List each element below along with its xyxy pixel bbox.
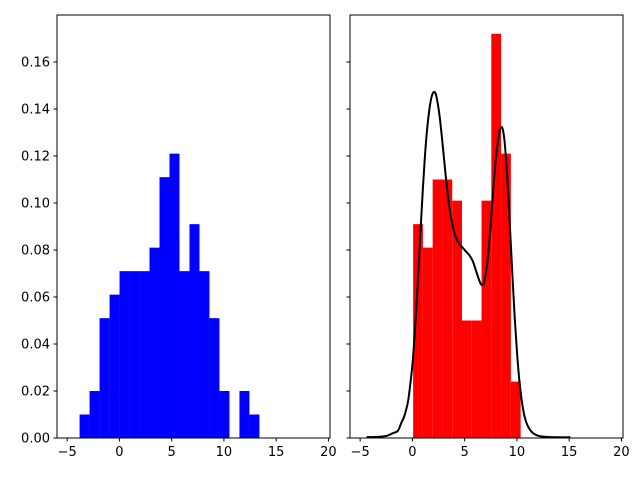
histogram-bar xyxy=(249,414,260,438)
y-tick-label: 0.02 xyxy=(21,385,50,400)
histogram-bar xyxy=(239,391,250,438)
histogram-bar xyxy=(169,153,180,438)
histogram-bar xyxy=(109,294,120,438)
histogram-bar xyxy=(413,224,423,438)
histogram-bar xyxy=(149,247,160,438)
x-tick-label: 10 xyxy=(509,445,526,460)
y-tick-label: 0.10 xyxy=(21,197,50,212)
histogram-bar xyxy=(89,391,100,438)
y-tick-label: 0.06 xyxy=(21,291,50,306)
histogram-bar xyxy=(461,320,472,438)
y-tick-label: 0.04 xyxy=(21,338,50,353)
histogram-bar xyxy=(422,247,433,438)
histogram-bar xyxy=(471,320,482,438)
x-tick-label: 20 xyxy=(320,445,337,460)
y-tick-label: 0.08 xyxy=(21,244,50,259)
x-tick-label: 0 xyxy=(115,445,123,460)
histogram-bar xyxy=(442,179,453,438)
left-axes: −5 0 5 10 15 20 0.00 0.02 0.04 0.06 0.08 0.10 0.12 0.… xyxy=(21,14,337,460)
x-tick-label: −5 xyxy=(58,445,77,460)
histogram-bar xyxy=(119,271,130,438)
histogram-bar xyxy=(452,200,462,438)
axes-spines xyxy=(56,14,331,439)
x-tick-label: 15 xyxy=(561,445,578,460)
histogram-bar xyxy=(219,391,230,438)
histogram-bar xyxy=(129,271,140,438)
red-density-histogram xyxy=(413,33,521,439)
y-tick-label: 0.16 xyxy=(21,56,50,71)
x-tick-label: 10 xyxy=(216,445,233,460)
histogram-bar xyxy=(199,271,210,438)
x-tick-label: −5 xyxy=(351,445,370,460)
x-tick-label: 5 xyxy=(461,445,469,460)
blue-density-histogram xyxy=(79,153,260,438)
histogram-bar xyxy=(432,179,443,438)
kde-curve xyxy=(366,90,571,439)
x-tick-label: 15 xyxy=(268,445,285,460)
histogram-bar xyxy=(491,33,502,439)
histogram-bar xyxy=(501,153,511,438)
histogram-bar xyxy=(99,318,110,438)
right-axes: −5 0 5 10 15 20 xyxy=(346,14,630,460)
y-tick-label: 0.14 xyxy=(21,103,50,118)
histogram-bar xyxy=(481,200,492,438)
histogram-bar xyxy=(179,271,190,438)
histogram-bar xyxy=(510,381,521,438)
x-tick-label: 0 xyxy=(408,445,416,460)
histogram-bar xyxy=(159,177,170,438)
x-tick-label: 20 xyxy=(613,445,630,460)
x-tick-label: 5 xyxy=(168,445,176,460)
histogram-bar xyxy=(189,224,200,438)
histogram-bar xyxy=(209,318,220,438)
axes-spines xyxy=(349,14,624,439)
histogram-bar xyxy=(139,271,150,438)
histogram-bar xyxy=(79,414,90,438)
y-tick-label: 0.12 xyxy=(21,150,50,165)
y-tick-label: 0.00 xyxy=(21,432,50,447)
